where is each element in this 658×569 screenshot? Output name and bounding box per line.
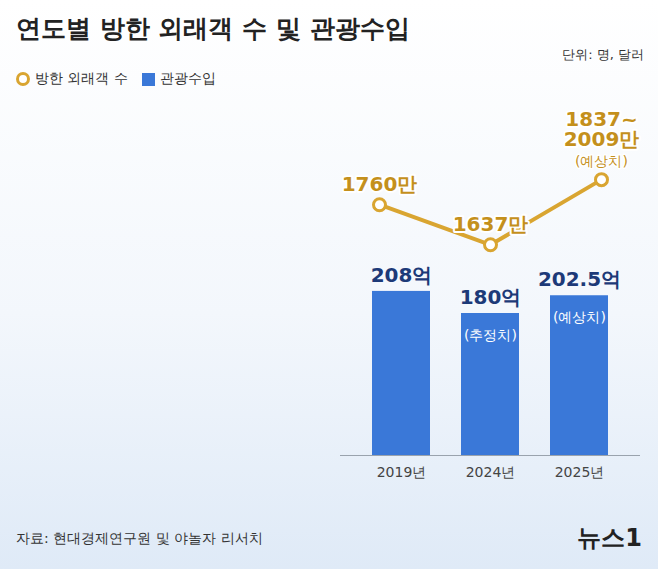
svg-text:(추정치): (추정치) <box>464 327 517 343</box>
svg-text:2024년: 2024년 <box>466 464 516 480</box>
svg-text:202.5억: 202.5억 <box>538 267 621 291</box>
html-text:단위: 명, 달러: 단위: 명, 달러 <box>562 47 644 62</box>
svg-text:1837~2009만: 1837~2009만 <box>564 107 640 151</box>
svg-text:180억: 180억 <box>460 285 522 309</box>
svg-text:208억: 208억 <box>371 263 433 287</box>
svg-text:2019년: 2019년 <box>377 464 427 480</box>
html-text:관광수입: 관광수입 <box>159 70 216 86</box>
html-text:뉴스1: 뉴스1 <box>577 524 642 552</box>
html-text:방한 외래객 수: 방한 외래객 수 <box>35 70 128 86</box>
svg-text:(예상치): (예상치) <box>575 153 628 169</box>
svg-text:2025년: 2025년 <box>555 464 605 480</box>
svg-text:1637만: 1637만 <box>453 212 529 236</box>
svg-text:1760만: 1760만 <box>342 172 418 196</box>
svg-text:(예상치): (예상치) <box>553 309 606 325</box>
html-text:연도별 방한 외래객 수 및 관광수입: 연도별 방한 외래객 수 및 관광수입 <box>16 14 410 43</box>
html-text:자료: 현대경제연구원 및 야놀자 리서치: 자료: 현대경제연구원 및 야놀자 리서치 <box>16 530 263 546</box>
